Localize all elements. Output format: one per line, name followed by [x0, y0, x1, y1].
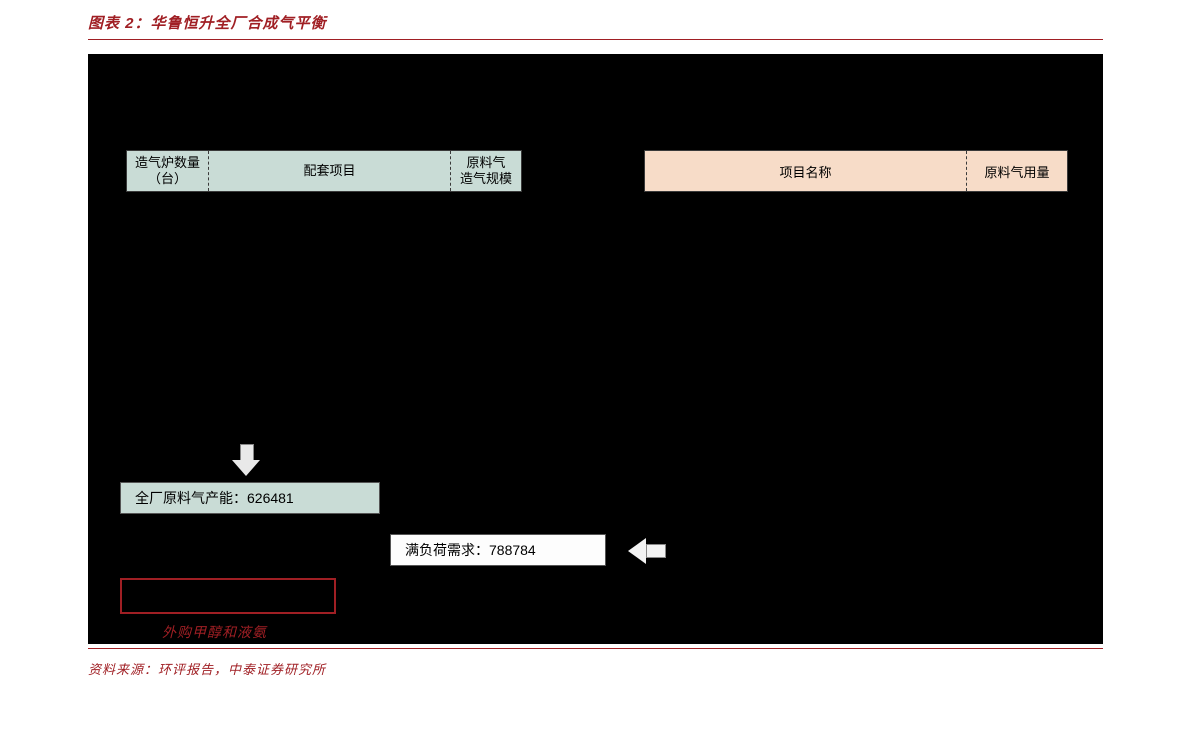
supply-header-furnace-count: 造气炉数量 （台） — [127, 151, 209, 191]
demand-header-project-name: 项目名称 — [645, 151, 967, 191]
supply-header-scale: 原料气 造气规模 — [451, 151, 521, 191]
demand-header-usage: 原料气用量 — [967, 151, 1067, 191]
supply-table-header: 造气炉数量 （台） 配套项目 原料气 造气规模 — [126, 150, 522, 192]
arrow-down-icon — [232, 444, 260, 478]
purchase-outline-box — [120, 578, 336, 614]
demand-value: 788784 — [489, 542, 536, 558]
purchase-caption: 外购甲醇和液氨 — [162, 622, 267, 642]
diagram-canvas: 造气炉数量 （台） 配套项目 原料气 造气规模 项目名称 原料气用量 全厂原料气 — [88, 54, 1103, 644]
capacity-label: 全厂原料气产能： — [135, 488, 247, 508]
demand-label: 满负荷需求： — [405, 540, 489, 560]
source-text: 资料来源：环评报告，中泰证券研究所 — [88, 662, 326, 677]
demand-table-header: 项目名称 原料气用量 — [644, 150, 1068, 192]
demand-summary-box: 满负荷需求： 788784 — [390, 534, 606, 566]
source-bar: 资料来源：环评报告，中泰证券研究所 — [88, 648, 1103, 679]
capacity-summary-box: 全厂原料气产能： 626481 — [120, 482, 380, 514]
figure-title: 图表 2：华鲁恒升全厂合成气平衡 — [88, 12, 327, 33]
capacity-value: 626481 — [247, 490, 294, 506]
arrow-left-icon — [628, 538, 666, 564]
figure-title-bar: 图表 2：华鲁恒升全厂合成气平衡 — [88, 12, 1103, 40]
supply-header-project: 配套项目 — [209, 151, 451, 191]
